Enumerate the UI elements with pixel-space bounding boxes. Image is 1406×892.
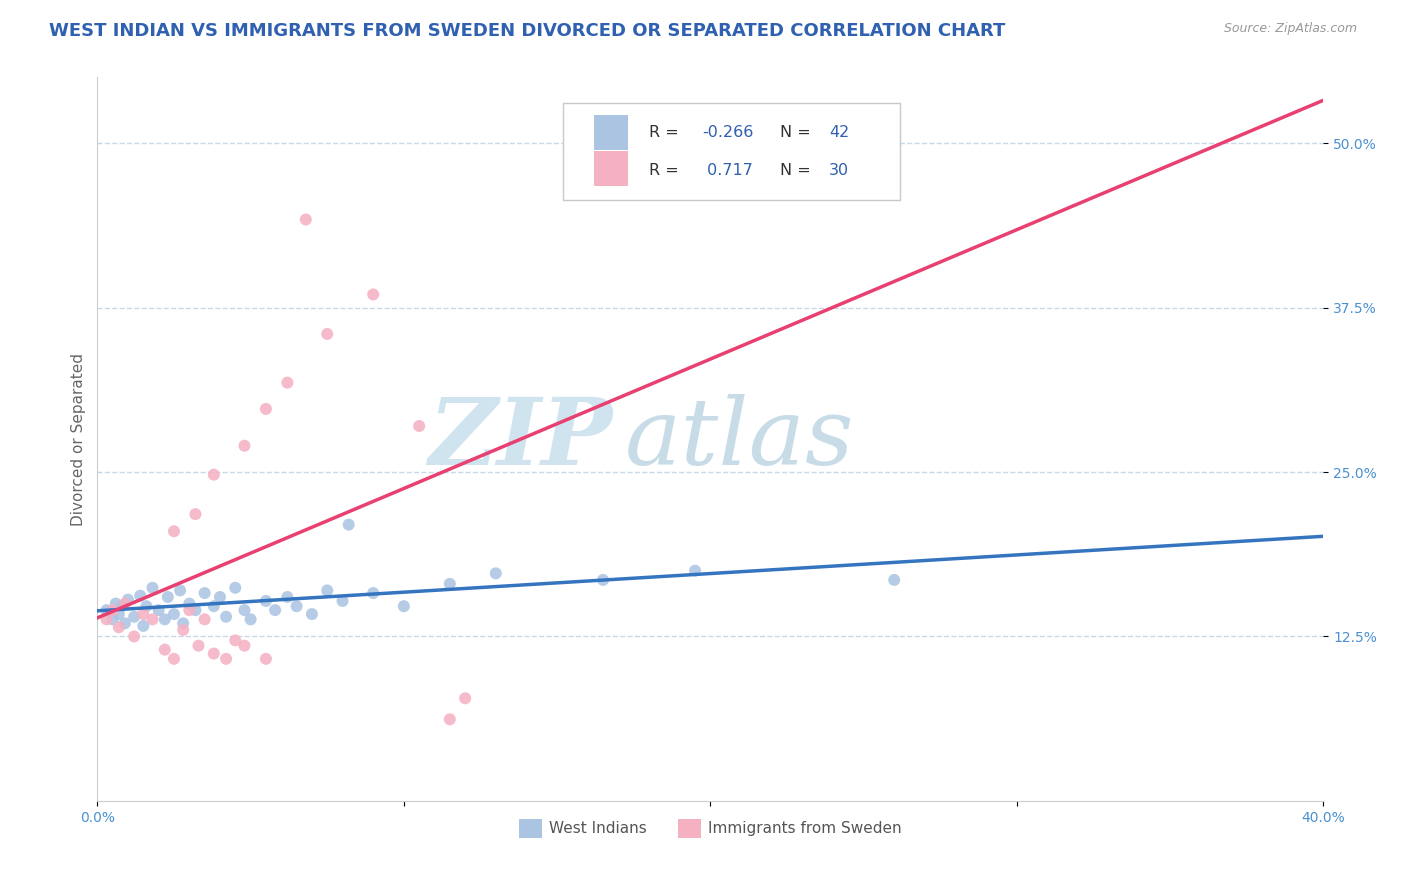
Point xyxy=(883,573,905,587)
Point xyxy=(202,599,225,614)
Point xyxy=(215,609,238,624)
Point xyxy=(264,603,287,617)
Point xyxy=(184,507,207,521)
Bar xyxy=(593,115,628,150)
Point xyxy=(132,607,155,621)
Point xyxy=(332,594,354,608)
Legend: West Indians, Immigrants from Sweden: West Indians, Immigrants from Sweden xyxy=(513,813,908,844)
Point xyxy=(224,633,246,648)
Point xyxy=(96,612,118,626)
Point xyxy=(361,287,384,301)
Point xyxy=(104,597,127,611)
Point xyxy=(114,597,136,611)
Point xyxy=(254,401,277,416)
Point xyxy=(169,583,191,598)
Point xyxy=(179,597,201,611)
Point xyxy=(316,326,339,341)
Point xyxy=(316,583,339,598)
Point xyxy=(101,612,124,626)
Point xyxy=(224,581,246,595)
Text: WEST INDIAN VS IMMIGRANTS FROM SWEDEN DIVORCED OR SEPARATED CORRELATION CHART: WEST INDIAN VS IMMIGRANTS FROM SWEDEN DI… xyxy=(49,22,1005,40)
Point xyxy=(172,623,194,637)
Text: atlas: atlas xyxy=(624,394,853,484)
Text: 0.717: 0.717 xyxy=(702,162,752,178)
Point xyxy=(129,589,152,603)
Point xyxy=(202,647,225,661)
Point xyxy=(122,630,145,644)
Point xyxy=(392,599,415,614)
Point xyxy=(101,603,124,617)
Point xyxy=(194,586,217,600)
Point xyxy=(179,603,201,617)
Point xyxy=(107,620,129,634)
Point xyxy=(592,573,614,587)
Point xyxy=(132,619,155,633)
Point xyxy=(96,603,118,617)
Text: 30: 30 xyxy=(830,162,849,178)
Point xyxy=(184,603,207,617)
Point xyxy=(187,639,209,653)
Point xyxy=(439,712,461,726)
Text: R =: R = xyxy=(650,125,683,140)
Text: N =: N = xyxy=(780,125,815,140)
Point xyxy=(254,594,277,608)
Text: N =: N = xyxy=(780,162,815,178)
Point xyxy=(276,590,298,604)
Point xyxy=(233,439,256,453)
Point xyxy=(294,212,316,227)
Point xyxy=(337,517,360,532)
Point xyxy=(361,586,384,600)
Point xyxy=(233,603,256,617)
Text: R =: R = xyxy=(650,162,683,178)
Point xyxy=(148,603,170,617)
Text: -0.266: -0.266 xyxy=(702,125,754,140)
Point xyxy=(683,564,706,578)
Point xyxy=(156,590,179,604)
Point xyxy=(194,612,217,626)
Point xyxy=(114,616,136,631)
Point xyxy=(135,599,157,614)
Point xyxy=(111,599,134,614)
Text: ZIP: ZIP xyxy=(427,394,612,484)
Point xyxy=(239,612,262,626)
Point xyxy=(439,577,461,591)
Point xyxy=(153,612,176,626)
Point xyxy=(233,639,256,653)
Point xyxy=(163,652,186,666)
Point xyxy=(163,524,186,539)
Text: Source: ZipAtlas.com: Source: ZipAtlas.com xyxy=(1223,22,1357,36)
Text: 42: 42 xyxy=(830,125,849,140)
Point xyxy=(153,642,176,657)
Point xyxy=(485,566,508,581)
Point xyxy=(254,652,277,666)
Point xyxy=(107,607,129,621)
Point xyxy=(172,616,194,631)
Point xyxy=(122,609,145,624)
Point xyxy=(454,691,477,706)
Point xyxy=(117,592,139,607)
Point xyxy=(141,581,163,595)
Point xyxy=(163,607,186,621)
Point xyxy=(276,376,298,390)
Y-axis label: Divorced or Separated: Divorced or Separated xyxy=(72,352,86,525)
FancyBboxPatch shape xyxy=(564,103,900,201)
Point xyxy=(408,419,430,434)
Bar xyxy=(593,152,628,186)
Point xyxy=(285,599,308,614)
Point xyxy=(208,590,231,604)
Point xyxy=(215,652,238,666)
Point xyxy=(301,607,323,621)
Point xyxy=(202,467,225,482)
Point xyxy=(141,612,163,626)
